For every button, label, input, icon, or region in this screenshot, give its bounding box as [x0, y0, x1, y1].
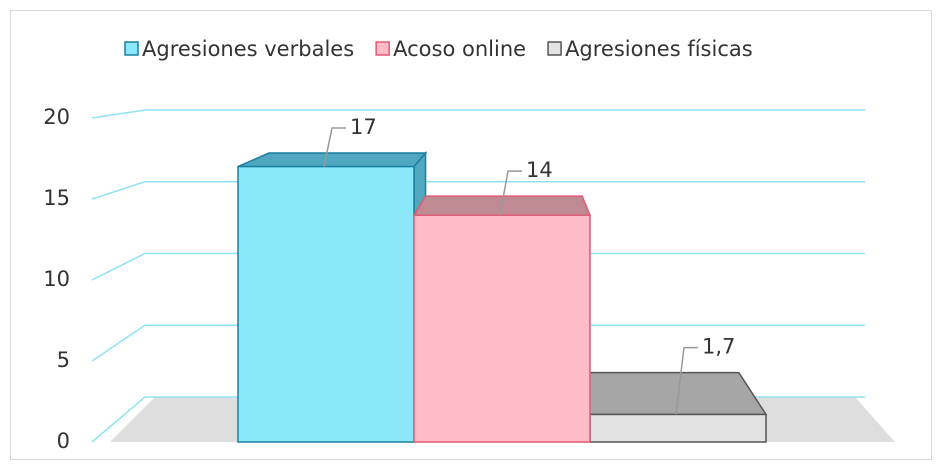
grid-line — [91, 181, 865, 200]
legend-swatch — [375, 41, 390, 56]
legend-label: Agresiones verbales — [142, 37, 354, 61]
legend-label: Agresiones físicas — [565, 37, 753, 61]
y-tick-label: 0 — [57, 429, 70, 453]
bar — [413, 214, 591, 443]
bar-top — [237, 152, 428, 168]
data-label: 1,7 — [702, 335, 735, 359]
legend-label: Acoso online — [393, 37, 526, 61]
data-label: 17 — [350, 115, 377, 139]
leader-line — [675, 346, 698, 415]
legend-swatch — [124, 41, 139, 56]
grid-line — [91, 324, 865, 362]
bar-top — [581, 371, 768, 416]
y-tick-label: 10 — [43, 267, 70, 291]
legend-swatch — [547, 41, 562, 56]
y-tick-label: 20 — [43, 105, 70, 129]
bar — [589, 413, 767, 443]
leader-line — [323, 127, 346, 167]
data-label: 14 — [526, 158, 553, 182]
grid-line — [91, 109, 865, 119]
y-tick-label: 5 — [57, 348, 70, 372]
grid-line — [91, 252, 865, 281]
y-tick-label: 15 — [43, 186, 70, 210]
leader-line — [499, 170, 522, 216]
bar — [237, 165, 415, 443]
